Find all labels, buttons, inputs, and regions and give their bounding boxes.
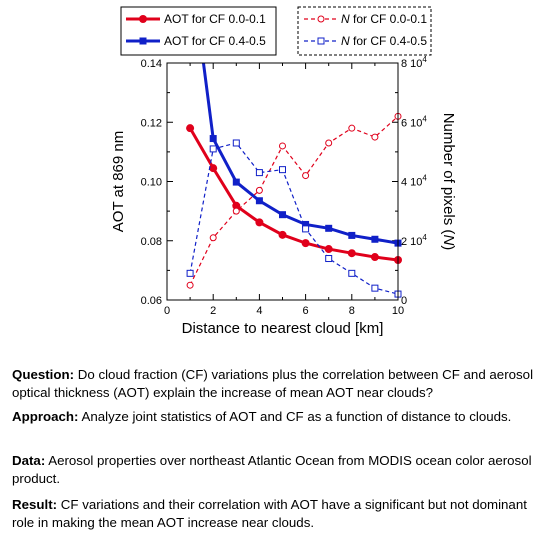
y-right-tick-base: 4 10: [401, 177, 422, 189]
series-point-1: [347, 249, 356, 258]
question-label: Question:: [12, 367, 75, 382]
y-left-axis-label: AOT at 869 nm: [110, 131, 127, 232]
y-left-tick-label: 0.12: [141, 117, 162, 129]
legend-left-box: [120, 6, 277, 56]
y-right-axis-label-part: ): [440, 245, 457, 250]
question-body: Do cloud fraction (CF) variations plus t…: [12, 367, 534, 400]
series-point-2: [279, 211, 286, 219]
series-point-2: [325, 224, 333, 232]
y-right-tick-label: 6 104: [401, 114, 427, 129]
series-point-2: [371, 235, 379, 243]
y-right-tick-exponent: 4: [422, 114, 427, 123]
x-tick-label: 0: [164, 305, 170, 317]
y-right-tick-exponent: 4: [422, 174, 427, 183]
legend-label-3: N for CF 0.0-0.1: [341, 12, 427, 26]
series-point-2: [302, 220, 310, 228]
data-body: Aerosol properties over northeast Atlant…: [12, 453, 532, 486]
legend-marker-3: [317, 15, 325, 23]
y-right-tick-base: 2 10: [401, 236, 422, 248]
series-point-4: [371, 284, 379, 292]
question-paragraph: Question: Do cloud fraction (CF) variati…: [12, 366, 540, 402]
series-point-4: [348, 269, 356, 277]
legend-right-box: [297, 6, 432, 56]
series-point-2: [348, 231, 356, 239]
x-axis-label: Distance to nearest cloud [km]: [182, 320, 384, 337]
series-point-1: [232, 201, 241, 210]
result-paragraph: Result: CF variations and their correlat…: [12, 496, 540, 532]
series-point-1: [255, 218, 264, 227]
y-right-tick-base: 6 10: [401, 117, 422, 129]
series-point-3: [325, 139, 333, 147]
x-tick-label: 10: [392, 305, 404, 317]
approach-paragraph: Approach: Analyze joint statistics of AO…: [12, 408, 540, 426]
data-label: Data:: [12, 453, 46, 468]
legend-label-rest: for CF 0.0-0.1: [350, 12, 428, 26]
series-line-1: [188, 127, 398, 262]
result-body: CF variations and their correlation with…: [12, 497, 527, 530]
x-tick-label: 4: [256, 305, 262, 317]
legend-label-italic: N: [341, 12, 350, 26]
x-tick-label: 6: [303, 305, 309, 317]
data-paragraph: Data: Aerosol properties over northeast …: [12, 452, 540, 488]
y-left-tick-label: 0.10: [141, 177, 162, 189]
series-point-1: [370, 253, 379, 262]
plot-frame: [166, 62, 399, 301]
series-point-1: [301, 239, 310, 248]
approach-label: Approach:: [12, 409, 79, 424]
y-right-tick-label: 8 104: [401, 55, 427, 70]
y-right-axis-label-part: Number of pixels (: [440, 113, 457, 235]
approach-body: Analyze joint statistics of AOT and CF a…: [78, 409, 512, 424]
series-line-3: [189, 115, 398, 286]
series-point-1: [278, 230, 287, 239]
series-point-3: [279, 142, 286, 150]
legend-label-2: AOT for CF 0.4-0.5: [164, 34, 266, 48]
y-left-tick-label: 0.06: [141, 295, 162, 307]
legend-label-1: AOT for CF 0.0-0.1: [164, 12, 266, 26]
series-point-3: [255, 186, 263, 194]
series-point-3: [209, 234, 217, 242]
series-point-4: [255, 169, 263, 177]
y-right-tick-exponent: 4: [422, 55, 427, 64]
y-right-tick-base: 0: [401, 295, 407, 307]
series-point-4: [232, 139, 240, 147]
series-point-1: [324, 245, 333, 254]
series-line-2: [201, 63, 398, 245]
legend-marker-1: [139, 15, 147, 23]
series-point-3: [348, 124, 356, 132]
series-point-2: [209, 135, 217, 143]
result-label: Result:: [12, 497, 58, 512]
series-point-4: [279, 166, 286, 174]
series-point-3: [371, 133, 379, 141]
y-right-tick-exponent: 4: [422, 233, 427, 242]
series-point-4: [302, 225, 310, 233]
legend-label-4: N for CF 0.4-0.5: [341, 34, 427, 48]
series-point-4: [209, 145, 217, 153]
y-left-tick-label: 0.08: [141, 236, 162, 248]
series-point-3: [186, 281, 194, 289]
series-point-2: [232, 178, 240, 186]
legend-marker-4: [317, 37, 325, 45]
series-point-4: [325, 255, 333, 263]
series-point-2: [255, 197, 263, 205]
y-right-tick-label: 4 104: [401, 174, 427, 189]
y-left-tick-label: 0.14: [141, 58, 162, 70]
series-point-3: [302, 172, 310, 180]
y-right-axis-label-part: N: [440, 234, 457, 245]
series-line-4: [189, 142, 398, 295]
x-tick-label: 8: [349, 305, 355, 317]
y-right-axis-label: Number of pixels (N): [440, 113, 457, 251]
series-point-1: [209, 164, 218, 173]
legend-label-italic: N: [341, 34, 350, 48]
series-point-3: [232, 207, 240, 215]
y-right-tick-label: 2 104: [401, 233, 427, 248]
legend-label-rest: for CF 0.4-0.5: [350, 34, 428, 48]
series-point-1: [186, 124, 195, 133]
series-point-4: [186, 269, 194, 277]
y-right-tick-label: 0: [401, 295, 407, 307]
legend-marker-2: [139, 37, 147, 45]
y-right-tick-base: 8 10: [401, 58, 422, 70]
x-tick-label: 2: [210, 305, 216, 317]
